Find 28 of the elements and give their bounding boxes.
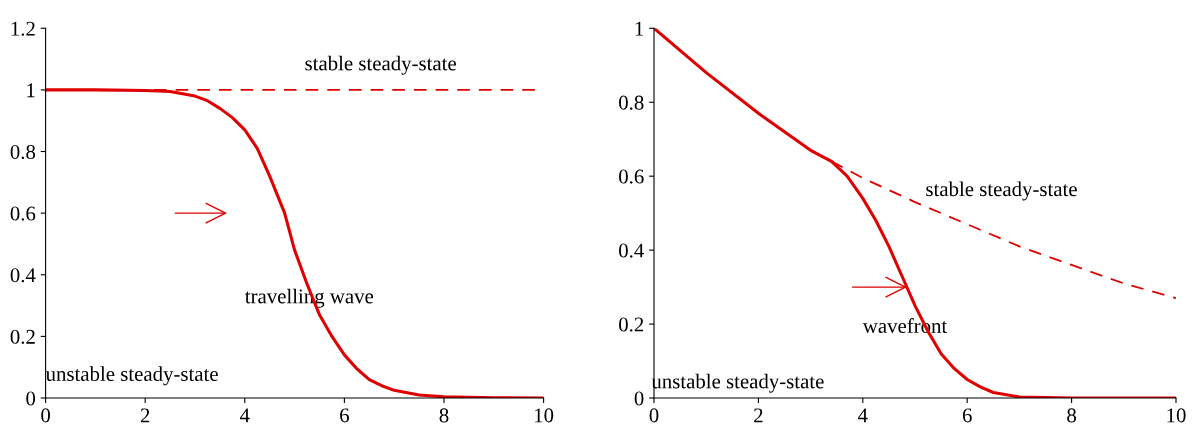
annotation: unstable steady-state <box>45 366 218 386</box>
x-tick-label: 2 <box>754 408 763 423</box>
y-tick-label: 0.6 <box>10 206 36 221</box>
x-tick-label: 10 <box>535 408 554 423</box>
y-tick-label: 0.2 <box>619 317 644 332</box>
y-tick-label: 0 <box>26 391 36 406</box>
y-tick-label: 0.4 <box>10 268 36 283</box>
y-tick-label: 0.8 <box>619 95 644 110</box>
x-tick-label: 4 <box>858 408 868 423</box>
y-tick-label: 0.6 <box>619 169 644 184</box>
x-tick-label: 6 <box>962 408 972 423</box>
x-tick-label: 10 <box>1167 408 1186 423</box>
y-tick-label: 1.2 <box>11 21 35 36</box>
annotation: stable steady-state <box>305 55 456 75</box>
annotation: stable steady-state <box>926 181 1077 201</box>
y-tick-label: 1 <box>27 83 35 98</box>
x-tick-label: 2 <box>140 408 150 423</box>
y-tick-label: 1 <box>635 21 644 36</box>
x-tick-label: 8 <box>439 408 449 423</box>
x-tick-label: 0 <box>649 408 659 423</box>
x-tick-label: 0 <box>41 408 51 423</box>
y-tick-label: 0.4 <box>619 243 644 258</box>
y-tick-label: 0.2 <box>10 329 35 344</box>
x-tick-label: 8 <box>1067 408 1077 423</box>
x-tick-label: 4 <box>240 408 250 423</box>
y-tick-label: 0 <box>634 391 644 406</box>
x-tick-label: 6 <box>340 408 349 423</box>
y-tick-label: 0.8 <box>10 144 36 160</box>
